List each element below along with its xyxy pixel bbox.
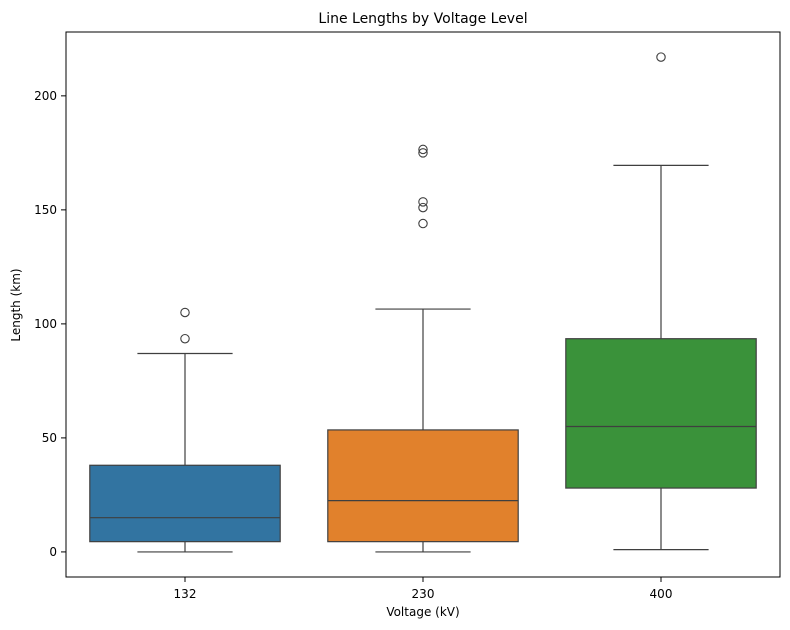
y-tick-label: 150 xyxy=(34,203,57,217)
y-tick-label: 0 xyxy=(49,545,57,559)
outlier-point xyxy=(656,52,666,62)
chart-title: Line Lengths by Voltage Level xyxy=(318,11,527,27)
plot-area xyxy=(89,52,757,553)
outlier-point xyxy=(418,197,428,207)
outlier-point xyxy=(180,333,190,344)
box-iqr xyxy=(89,464,281,543)
outlier-point xyxy=(418,148,428,158)
box-group-132 xyxy=(89,307,281,553)
x-axis-label: Voltage (kV) xyxy=(386,605,459,619)
x-tick-label: 400 xyxy=(650,587,673,601)
x-tick-label: 132 xyxy=(174,587,197,601)
outlier-point xyxy=(180,307,190,318)
box-iqr xyxy=(327,429,519,543)
box-group-230 xyxy=(327,144,519,553)
y-tick-label: 100 xyxy=(34,317,57,331)
y-axis-label: Length (km) xyxy=(9,268,23,341)
box-group-400 xyxy=(565,52,757,551)
box-iqr xyxy=(565,338,757,489)
outlier-point xyxy=(418,218,428,229)
outlier-point xyxy=(418,144,428,155)
x-tick-label: 230 xyxy=(412,587,435,601)
y-tick-label: 200 xyxy=(34,89,57,103)
y-tick-label: 50 xyxy=(42,431,57,445)
outlier-point xyxy=(418,202,428,213)
